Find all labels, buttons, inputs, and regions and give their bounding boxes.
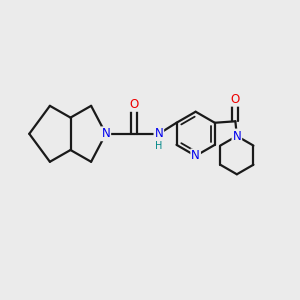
Text: H: H [155,141,163,151]
Text: N: N [101,127,110,140]
Text: N: N [191,149,200,162]
Text: O: O [231,93,240,106]
Text: N: N [232,130,241,142]
Text: N: N [154,127,163,140]
Text: O: O [129,98,138,111]
